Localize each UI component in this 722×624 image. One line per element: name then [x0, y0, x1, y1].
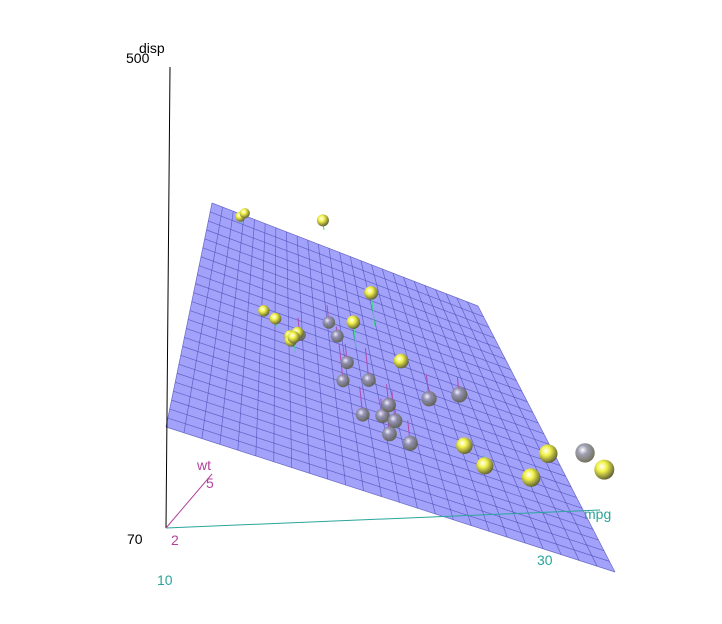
plane-grid-line	[201, 211, 234, 439]
plane-grid-line	[195, 283, 528, 403]
data-point-below-plane	[355, 407, 370, 422]
plane-grid-line	[255, 223, 266, 457]
data-point-above-plane	[594, 459, 615, 480]
data-point-above-plane	[521, 468, 541, 487]
data-point-below-plane	[381, 397, 397, 413]
plane-grid-line	[413, 281, 508, 538]
data-point-below-plane	[336, 374, 350, 388]
data-point-below-plane	[340, 355, 354, 370]
data-point-above-plane	[393, 353, 409, 369]
plane-grid-line	[237, 219, 255, 451]
plane-grid-line	[210, 211, 484, 317]
plane-grid-line	[171, 399, 599, 541]
plane-grid-line	[183, 207, 223, 433]
data-point-above-plane	[346, 315, 361, 329]
regression-plane	[165, 202, 616, 573]
plane-grid-line	[184, 337, 561, 466]
plane-grid-line	[182, 346, 566, 477]
data-point-above-plane	[239, 208, 250, 219]
plane-grid-line	[477, 305, 616, 573]
axis-mpg-line	[165, 509, 601, 529]
plane-grid-line	[178, 363, 577, 498]
axes: disp 500 70 wt 5 2 mpg 30 10	[126, 40, 611, 588]
plane-grid-line	[371, 264, 436, 515]
plane-grid-line	[424, 285, 526, 544]
data-point-above-plane	[258, 305, 270, 317]
plane-grid-line	[186, 328, 555, 456]
axis-disp-tick-max: 500	[126, 50, 150, 66]
plane-grid-line	[456, 297, 580, 561]
data-point-below-plane	[382, 426, 397, 442]
plane-grid-line	[219, 215, 245, 445]
data-point-below-plane	[387, 413, 403, 429]
data-points	[235, 208, 615, 487]
axis-wt-label: wt	[196, 457, 211, 473]
data-point-above-plane	[287, 331, 300, 344]
plane-grid-line	[360, 260, 418, 509]
plane-grid-line	[200, 256, 511, 371]
data-point-above-plane	[364, 285, 378, 300]
plane-grid-line	[381, 268, 454, 520]
plane-grid-line	[180, 354, 572, 488]
plane-grid-line	[175, 381, 588, 520]
data-point-above-plane	[316, 214, 329, 227]
plane-grid-line	[165, 202, 213, 428]
data-point-above-plane	[456, 437, 473, 454]
plane-grid-line	[318, 244, 346, 486]
axis-disp-tick-min: 70	[127, 531, 143, 547]
data-point-below-plane	[322, 316, 336, 329]
plane-grid-line	[445, 293, 562, 555]
data-point-below-plane	[361, 373, 376, 387]
axis-wt-line	[165, 473, 213, 529]
axis-disp-label: disp	[139, 40, 165, 56]
data-point-below-plane	[451, 386, 468, 403]
plane-grid-line	[204, 238, 501, 349]
data-point-above-plane	[476, 457, 494, 475]
plane-grid-line	[467, 301, 598, 567]
plane-surface	[166, 203, 615, 572]
plane-grid-line	[193, 292, 533, 413]
plane-grid-line	[328, 248, 364, 491]
plane-grid-line	[307, 240, 328, 480]
plane-grid-line	[339, 252, 382, 497]
axis-wt-tick-min: 2	[171, 532, 179, 548]
data-point-below-plane	[575, 443, 595, 463]
plane-grid-line	[211, 202, 479, 307]
data-point-above-plane	[269, 312, 282, 325]
plane-grid-line	[189, 310, 544, 435]
plane-grid-line	[176, 372, 583, 509]
plane-grid-line	[296, 235, 311, 474]
axis-disp-line	[165, 66, 171, 529]
plane-grid-line	[286, 231, 293, 468]
plane-grid-line	[208, 220, 490, 328]
plane-grid-line	[169, 408, 605, 552]
plane-grid-line	[173, 390, 594, 530]
axis-mpg-tick-min: 10	[157, 572, 173, 588]
plane-grid-line	[197, 274, 522, 392]
axis-wt-tick-max: 5	[206, 475, 214, 491]
plane-grid-line	[273, 227, 277, 462]
plane-grid-line	[167, 417, 610, 562]
plane-grid-line	[191, 301, 539, 424]
data-point-above-plane	[538, 444, 558, 464]
plane-grid-line	[202, 247, 506, 360]
data-point-below-plane	[421, 391, 437, 407]
axis-mpg-label: mpg	[584, 506, 611, 522]
data-point-below-plane	[330, 329, 344, 343]
data-point-below-plane	[402, 435, 418, 451]
plane-grid-line	[206, 229, 495, 339]
plane-grid-line	[403, 277, 490, 532]
plane-grid-line	[435, 289, 544, 549]
plane-grid-line	[165, 426, 616, 573]
axis-mpg-tick-max: 30	[537, 552, 553, 568]
plane-grid	[165, 202, 616, 573]
data-point-below-plane	[375, 408, 390, 424]
